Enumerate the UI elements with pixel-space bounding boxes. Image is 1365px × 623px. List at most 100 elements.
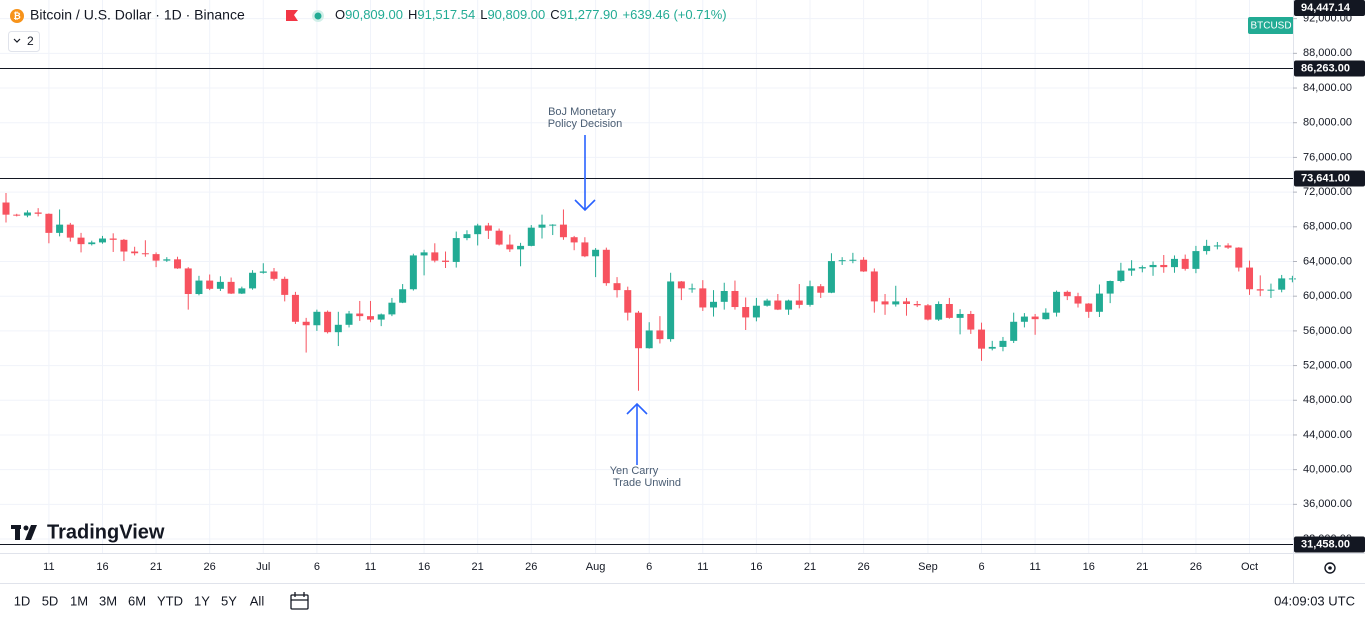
candle-body — [860, 259, 868, 272]
y-tick-label: 40,000.00 — [1303, 464, 1352, 476]
y-tick-label: 64,000.00 — [1303, 255, 1352, 267]
y-tick-label: 56,000.00 — [1303, 325, 1352, 337]
candle-body — [838, 260, 846, 262]
grid — [0, 0, 1293, 553]
x-tick-label: 26 — [525, 561, 537, 573]
o-label: O — [335, 7, 345, 22]
calendar-icon[interactable] — [290, 592, 309, 610]
candle-body — [313, 311, 321, 326]
candle-body — [1053, 291, 1061, 313]
candle-body — [152, 254, 160, 261]
price-lines — [0, 68, 1293, 545]
x-tick-label: 11 — [365, 561, 376, 573]
range-button[interactable]: YTD — [157, 593, 183, 608]
y-tick-label: 76,000.00 — [1303, 151, 1352, 163]
candle-body — [710, 301, 718, 308]
candle-body — [1149, 264, 1157, 268]
range-button[interactable]: 1M — [70, 593, 88, 608]
range-button[interactable]: 6M — [128, 593, 146, 608]
clock: 04:09:03 UTC — [1274, 593, 1355, 608]
range-button[interactable]: 3M — [99, 593, 117, 608]
indicator-toggle[interactable] — [8, 31, 40, 52]
axes: 32,000.0036,000.0040,000.0044,000.0048,0… — [43, 0, 1365, 573]
candle-body — [538, 224, 546, 228]
candle-body — [1031, 316, 1039, 320]
candle-body — [452, 238, 460, 262]
candle-body — [345, 313, 353, 325]
candle-body — [924, 305, 932, 320]
candle-body — [23, 212, 31, 216]
x-tick-label: 6 — [646, 561, 652, 573]
candle-body — [56, 224, 64, 233]
candle-body — [1203, 245, 1211, 252]
candle-body — [527, 227, 535, 246]
candle-body — [184, 268, 192, 295]
candle-body — [549, 224, 557, 226]
candle-body — [613, 283, 621, 291]
candle-body — [77, 237, 85, 245]
chevron — [13, 38, 21, 43]
h-label: H — [408, 7, 417, 22]
candle-body — [1256, 289, 1264, 291]
candle-body — [1288, 278, 1296, 280]
range-button[interactable]: All — [250, 593, 265, 608]
candle-body — [1246, 267, 1254, 290]
range-button[interactable]: 1D — [14, 593, 31, 608]
candle-body — [420, 252, 428, 256]
annotation-line: Trade Unwind — [613, 477, 681, 489]
annotation-line: Policy Decision — [548, 118, 623, 130]
candle-body — [1267, 289, 1275, 291]
y-tick-label: 88,000.00 — [1303, 47, 1352, 59]
candle-body — [785, 300, 793, 310]
price-line-label: 31,458.00 — [1301, 538, 1350, 550]
candle-body — [484, 225, 492, 231]
symbol-title: Bitcoin / U.S. Dollar · 1D · Binance — [30, 7, 245, 23]
candle-body — [935, 303, 943, 320]
candle-body — [249, 272, 257, 289]
y-tick-label: 72,000.00 — [1303, 186, 1352, 198]
settings-icon[interactable] — [1324, 562, 1336, 574]
range-button[interactable]: 5Y — [221, 593, 237, 608]
candle-body — [1170, 258, 1178, 268]
range-button[interactable]: 1Y — [194, 593, 210, 608]
x-tick-label: 21 — [804, 561, 816, 573]
candle-body — [270, 271, 278, 279]
x-tick-label: Jul — [256, 561, 270, 573]
price-line-label: 86,263.00 — [1301, 62, 1350, 74]
x-tick-label: Aug — [586, 561, 606, 573]
candle-body — [1106, 281, 1114, 294]
candle-body — [1278, 278, 1286, 290]
candle-body — [409, 255, 417, 290]
candle-body — [849, 259, 857, 261]
candle-body — [463, 234, 471, 239]
annotation-arrow — [574, 135, 596, 212]
candle-body — [88, 242, 96, 245]
x-tick-label: 6 — [978, 561, 984, 573]
candle-body — [1224, 245, 1232, 248]
candle-body — [495, 230, 503, 245]
x-tick-label: 11 — [1029, 561, 1040, 573]
candle-body — [366, 316, 374, 320]
candle-body — [131, 251, 139, 254]
symbol-tag: BTCUSD — [1250, 21, 1291, 32]
candle-body — [1192, 251, 1200, 269]
candle-body — [656, 330, 664, 340]
price-line-tag — [1294, 60, 1365, 77]
candle-body — [1095, 293, 1103, 312]
candle-body — [66, 224, 74, 238]
x-tick-label: 16 — [1083, 561, 1095, 573]
x-tick-label: 26 — [1190, 561, 1202, 573]
candle-body — [1235, 247, 1243, 268]
y-tick-label: 80,000.00 — [1303, 117, 1352, 129]
candle-body — [978, 329, 986, 349]
ohlc-legend: O90,809.00 H91,517.54 L90,809.00 C91,277.90… — [335, 7, 727, 22]
candle-body — [120, 239, 128, 252]
candle-body — [399, 289, 407, 303]
candle-body — [216, 281, 224, 289]
x-tick-label: 11 — [697, 561, 708, 573]
x-tick-label: 21 — [472, 561, 484, 573]
range-button[interactable]: 5D — [42, 593, 59, 608]
flag-icon[interactable] — [286, 10, 298, 21]
